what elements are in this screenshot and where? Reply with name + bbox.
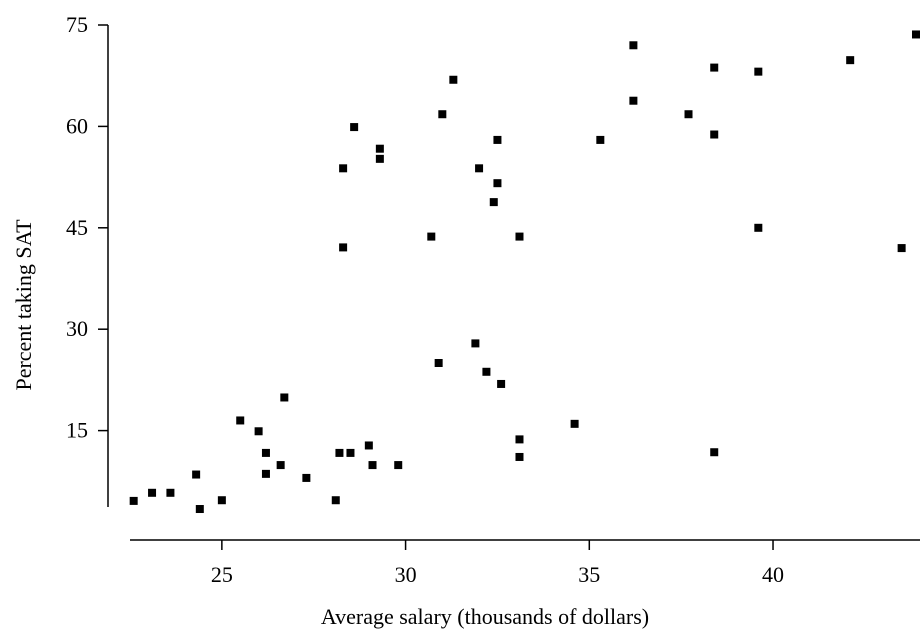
data-point bbox=[331, 496, 340, 505]
data-point bbox=[166, 488, 175, 497]
x-tick-label: 35 bbox=[578, 562, 600, 587]
data-point bbox=[368, 461, 377, 470]
y-tick-label: 60 bbox=[66, 113, 88, 138]
data-point bbox=[475, 164, 484, 173]
data-point bbox=[710, 63, 719, 72]
data-point bbox=[497, 379, 506, 388]
data-point bbox=[394, 461, 403, 470]
y-tick-label: 75 bbox=[66, 12, 88, 37]
data-point bbox=[449, 75, 458, 84]
data-point bbox=[710, 448, 719, 457]
data-point bbox=[375, 154, 384, 163]
x-tick-label: 25 bbox=[211, 562, 233, 587]
data-point bbox=[515, 435, 524, 444]
data-point bbox=[493, 179, 502, 188]
data-point bbox=[280, 393, 289, 402]
data-point bbox=[254, 427, 263, 436]
data-point bbox=[754, 67, 763, 76]
data-point bbox=[515, 452, 524, 461]
data-point bbox=[302, 473, 311, 482]
data-point bbox=[339, 243, 348, 252]
data-point bbox=[684, 110, 693, 119]
data-point bbox=[846, 56, 855, 65]
data-point bbox=[482, 367, 491, 376]
data-point bbox=[493, 135, 502, 144]
data-point bbox=[148, 488, 157, 497]
data-point bbox=[438, 110, 447, 119]
x-tick-label: 40 bbox=[762, 562, 784, 587]
data-point bbox=[427, 232, 436, 241]
data-point bbox=[471, 339, 480, 348]
data-point bbox=[236, 416, 245, 425]
y-tick-label: 15 bbox=[66, 418, 88, 443]
data-point bbox=[710, 130, 719, 139]
data-point bbox=[375, 144, 384, 153]
data-point bbox=[261, 469, 270, 478]
data-point bbox=[489, 198, 498, 207]
data-point bbox=[335, 448, 344, 457]
data-point bbox=[364, 441, 373, 450]
data-point bbox=[754, 223, 763, 232]
x-axis-ticks: 25 30 35 40 bbox=[211, 540, 784, 587]
data-point bbox=[434, 359, 443, 367]
data-point bbox=[129, 496, 138, 505]
data-point bbox=[192, 470, 201, 479]
axes bbox=[107, 25, 920, 541]
data-point bbox=[596, 135, 605, 144]
data-point bbox=[629, 41, 638, 50]
data-point bbox=[346, 448, 355, 457]
y-tick-label: 45 bbox=[66, 215, 88, 240]
data-point bbox=[515, 232, 524, 241]
data-point bbox=[912, 30, 920, 39]
y-tick-label: 30 bbox=[66, 316, 88, 341]
data-point bbox=[339, 164, 348, 173]
y-axis-ticks: 15 30 45 60 75 bbox=[66, 12, 108, 443]
data-point bbox=[897, 244, 906, 253]
x-tick-label: 30 bbox=[395, 562, 417, 587]
data-point bbox=[217, 496, 226, 505]
data-point bbox=[195, 505, 204, 514]
y-axis-title: Percent taking SAT bbox=[11, 219, 36, 391]
data-point bbox=[261, 448, 270, 457]
data-point bbox=[276, 461, 285, 470]
data-point bbox=[629, 96, 638, 105]
data-points bbox=[129, 30, 920, 514]
data-point bbox=[570, 419, 579, 428]
data-point bbox=[350, 123, 359, 132]
x-axis-title: Average salary (thousands of dollars) bbox=[321, 604, 649, 629]
